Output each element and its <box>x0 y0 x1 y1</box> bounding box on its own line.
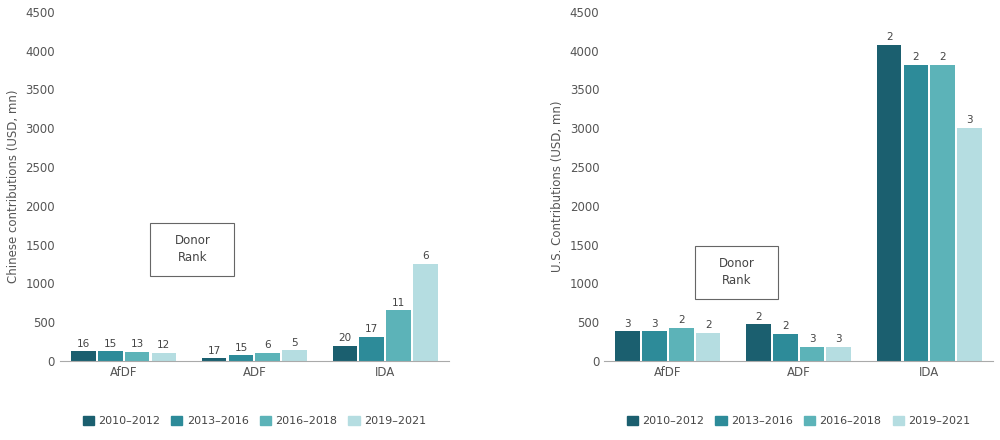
Text: 6: 6 <box>264 340 271 350</box>
Y-axis label: Chinese contributions (USD, mn): Chinese contributions (USD, mn) <box>7 90 20 283</box>
Bar <box>282 350 307 361</box>
Text: 2: 2 <box>705 320 711 330</box>
Text: 2: 2 <box>678 315 685 326</box>
Text: 17: 17 <box>365 324 378 334</box>
Bar <box>930 65 955 361</box>
Text: 3: 3 <box>836 334 842 345</box>
Legend: 2010–2012, 2013–2016, 2016–2018, 2019–2021: 2010–2012, 2013–2016, 2016–2018, 2019–20… <box>78 412 431 431</box>
Text: 17: 17 <box>208 346 221 356</box>
Text: 3: 3 <box>651 319 658 329</box>
Text: 15: 15 <box>234 343 248 352</box>
Text: 5: 5 <box>291 337 298 348</box>
Text: 20: 20 <box>338 333 351 343</box>
Bar <box>696 333 720 361</box>
Text: 12: 12 <box>157 340 170 350</box>
Bar <box>202 359 226 361</box>
Y-axis label: U.S. Contributions (USD, mn): U.S. Contributions (USD, mn) <box>551 101 564 272</box>
Text: 3: 3 <box>809 334 815 344</box>
Bar <box>615 331 640 361</box>
Bar <box>800 347 824 361</box>
Text: 3: 3 <box>624 319 631 329</box>
Text: 2: 2 <box>939 52 946 62</box>
Bar <box>255 353 280 361</box>
Bar <box>229 356 253 361</box>
Text: Donor
Rank: Donor Rank <box>719 257 755 287</box>
Text: 16: 16 <box>77 339 90 349</box>
Bar <box>152 353 176 361</box>
Text: 15: 15 <box>104 339 117 349</box>
Bar <box>125 352 149 361</box>
Bar <box>98 352 123 361</box>
Bar <box>413 264 438 361</box>
Bar <box>386 310 411 361</box>
Text: 2: 2 <box>782 321 789 331</box>
Bar <box>773 334 798 361</box>
Text: 13: 13 <box>130 340 144 349</box>
Text: 3: 3 <box>966 115 973 125</box>
Bar <box>957 128 982 361</box>
Text: Donor
Rank: Donor Rank <box>174 234 210 264</box>
Bar <box>333 346 357 361</box>
Legend: 2010–2012, 2013–2016, 2016–2018, 2019–2021: 2010–2012, 2013–2016, 2016–2018, 2019–20… <box>622 412 975 431</box>
FancyBboxPatch shape <box>695 246 778 299</box>
Text: 11: 11 <box>392 297 405 308</box>
Bar <box>746 324 771 361</box>
Bar <box>71 352 96 361</box>
Text: 2: 2 <box>886 32 892 42</box>
Bar <box>669 328 694 361</box>
Text: 2: 2 <box>913 52 919 62</box>
Bar <box>904 65 928 361</box>
Text: 6: 6 <box>422 251 429 261</box>
Bar <box>642 331 667 361</box>
Bar <box>877 44 901 361</box>
FancyBboxPatch shape <box>150 223 234 275</box>
Bar <box>359 337 384 361</box>
Bar <box>826 347 851 361</box>
Text: 2: 2 <box>755 312 762 322</box>
